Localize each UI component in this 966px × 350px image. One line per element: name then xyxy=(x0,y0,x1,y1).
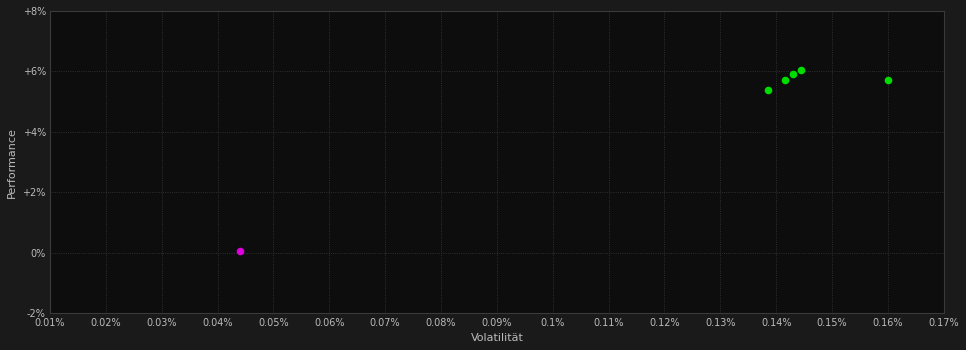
Y-axis label: Performance: Performance xyxy=(7,127,17,198)
Point xyxy=(777,78,792,83)
Point xyxy=(232,248,247,254)
Point xyxy=(760,87,776,92)
Point xyxy=(880,78,895,83)
Point xyxy=(794,67,810,73)
Point xyxy=(785,72,801,77)
X-axis label: Volatilität: Volatilität xyxy=(470,333,524,343)
